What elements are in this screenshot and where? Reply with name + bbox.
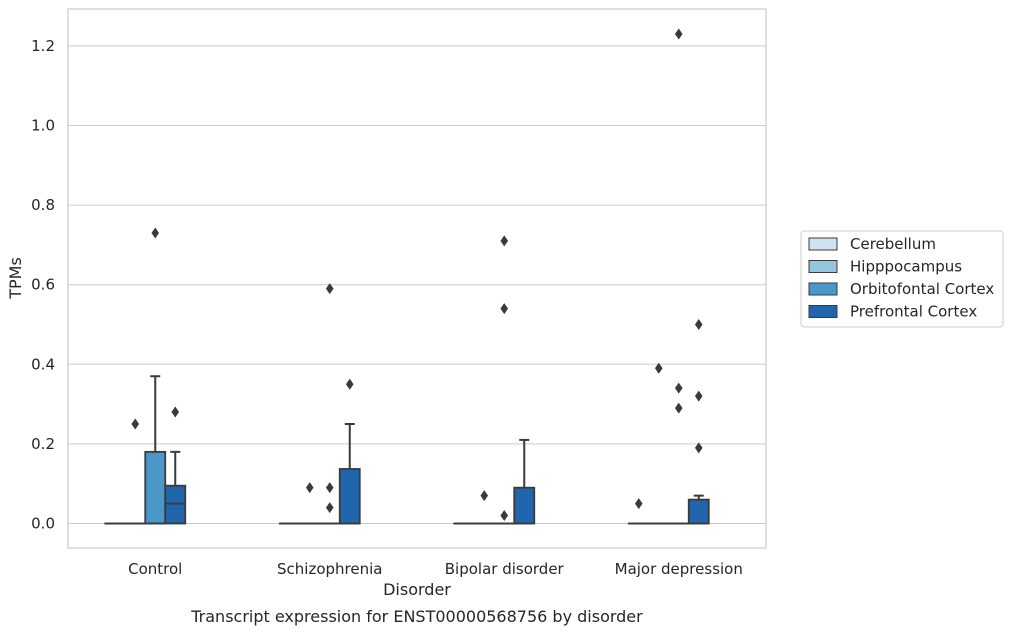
legend-label: Prefrontal Cortex [850,303,977,321]
plot-marks [104,28,710,525]
outlier-point [634,498,643,510]
outlier-point [305,482,314,494]
x-tick-label: Bipolar disorder [445,560,565,578]
legend-item: Prefrontal Cortex [808,303,977,321]
outlier-point [171,406,180,418]
legend-label: Hipppocampus [850,258,962,276]
legend-item: Orbitofontal Cortex [808,280,994,298]
x-tick-label: Control [128,560,182,578]
outlier-point [151,227,160,239]
outlier-point [325,502,334,514]
plot-frame [67,8,767,549]
legend-swatch [808,305,838,318]
legend-label: Cerebellum [850,235,936,253]
box-rect [338,468,361,525]
chart-caption: Transcript expression for ENST0000056875… [190,607,643,626]
x-tick-labels: Control Schizophrenia Bipolar disorder Majo… [128,560,743,578]
outlier-point [694,390,703,402]
outlier-point [674,382,683,394]
box-prefrontal-cortex [338,378,361,525]
box-orbitofontal-cortex [493,235,516,525]
legend: Cerebellum Hipppocampus Orbitofontal Corte… [800,230,1004,328]
outlier-point [674,402,683,414]
outlier-point [131,418,140,430]
y-tick-label: 1.2 [31,37,55,55]
y-tick-labels: 0.0 0.2 0.4 0.6 0.8 1.0 1.2 [31,37,55,533]
x-axis-title: Disorder [383,580,451,599]
outlier-point [654,362,663,374]
outlier-point [345,378,354,390]
legend-swatch [808,282,838,296]
legend-swatch [808,237,838,251]
box-rect [513,486,536,525]
x-tick-label: Schizophrenia [277,560,382,578]
y-axis-title: TPMs [6,257,25,300]
outlier-point [480,490,489,502]
y-tick-label: 0.0 [31,515,55,533]
outlier-point [500,303,509,315]
outlier-point [325,482,334,494]
legend-item: Cerebellum [808,235,936,253]
y-tick-label: 0.4 [31,355,55,373]
outlier-point [674,28,683,40]
legend-item: Hipppocampus [808,258,962,276]
outlier-point [694,442,703,454]
outlier-point [500,510,509,522]
outlier-point [694,319,703,330]
outlier-point [500,235,509,247]
box-prefrontal-cortex [513,438,536,525]
outlier-point [325,283,334,295]
legend-swatch [808,260,838,273]
box-rect [687,498,710,525]
box-rect [164,484,187,525]
box-prefrontal-cortex [164,406,187,525]
x-tick-label: Major depression [615,560,743,578]
box-rect [144,450,167,525]
y-tick-label: 0.6 [31,276,55,294]
y-tick-label: 1.0 [31,117,55,135]
box-orbitofontal-cortex [318,283,341,525]
legend-frame [800,230,1004,328]
y-tick-label: 0.8 [31,196,55,214]
legend-label: Orbitofontal Cortex [850,280,994,298]
y-tick-label: 0.2 [31,435,55,453]
box-prefrontal-cortex [687,319,710,525]
